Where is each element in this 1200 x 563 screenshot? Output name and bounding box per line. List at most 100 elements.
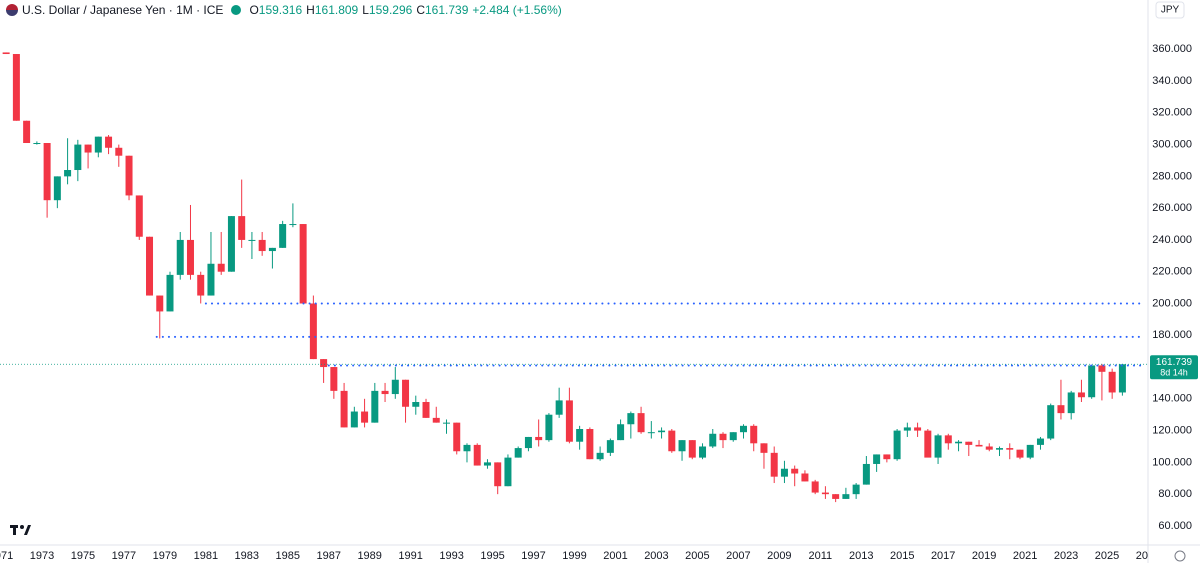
candle-body (125, 155, 133, 196)
x-tick-label: 1979 (153, 550, 177, 562)
ohlc-value: 159.316 (258, 3, 303, 17)
candle-body (934, 435, 942, 458)
candle-body (402, 379, 410, 407)
y-tick-label: 360.000 (1152, 43, 1192, 55)
candle-body (115, 147, 123, 156)
candle-body (985, 446, 993, 450)
candle-body (217, 263, 225, 272)
candle-body (309, 303, 317, 360)
candle-body (965, 441, 973, 445)
ohlc-item: H161.809 (306, 3, 358, 17)
candle-body (146, 236, 154, 296)
candle-body (750, 425, 758, 444)
candle-body (43, 143, 51, 201)
candle-body (1047, 405, 1055, 439)
candle-body (617, 424, 625, 441)
x-tick-label: 1973 (30, 550, 54, 562)
x-tick-label: 2005 (685, 550, 709, 562)
candle-body (84, 144, 92, 153)
ohlc-label: O (249, 3, 259, 17)
x-tick-label: 1989 (357, 550, 381, 562)
candle-body (729, 432, 737, 441)
candle-body (699, 446, 707, 458)
candle-body (955, 441, 963, 444)
candle-body (186, 239, 194, 275)
candle-body (535, 436, 543, 441)
y-tick-label: 340.000 (1152, 75, 1192, 87)
candle-body (565, 400, 573, 442)
x-tick-label: 1977 (112, 550, 136, 562)
symbol: U.S. Dollar / Japanese Yen · 1M · ICE (22, 3, 224, 17)
candle-body (1077, 392, 1085, 398)
x-tick-label: 2003 (644, 550, 668, 562)
candle-body (299, 224, 307, 304)
x-tick-label: 1983 (235, 550, 259, 562)
candle-body (483, 462, 491, 466)
candle-body (156, 295, 164, 312)
candle-body (760, 443, 768, 453)
candle-body (1016, 449, 1024, 458)
candle-body (504, 457, 512, 487)
x-tick-label: 2023 (1054, 550, 1078, 562)
x-tick-label: 2021 (1013, 550, 1037, 562)
candle-body (821, 492, 829, 495)
currency-box[interactable] (1155, 1, 1185, 19)
ohlc-item: O159.316 (249, 3, 302, 17)
candle-body (791, 468, 799, 474)
candle-body (576, 429, 584, 442)
candle-body (647, 432, 655, 434)
candle-body (606, 440, 614, 453)
candle-body (627, 413, 635, 425)
candle-body (637, 413, 645, 433)
x-tick-label: 2007 (726, 550, 750, 562)
ohlc-item: L159.296 (362, 3, 412, 17)
candle-body (258, 239, 266, 252)
candle-body (596, 452, 604, 460)
candle-body (524, 436, 532, 449)
candle-body (893, 430, 901, 460)
candle-body (842, 494, 850, 499)
candle-body (197, 274, 205, 296)
legend-header: U.S. Dollar / Japanese Yen · 1M · ICE O1… (6, 2, 562, 18)
candle-body (1118, 364, 1126, 393)
candle-body (494, 462, 502, 487)
y-tick-label: 220.000 (1152, 266, 1192, 278)
x-tick-label: 2019 (972, 550, 996, 562)
flag-icon (6, 4, 18, 16)
candle-body (996, 448, 1004, 450)
y-tick-label: 240.000 (1152, 234, 1192, 246)
candle-body (279, 224, 287, 248)
ohlc: O159.316 H161.809 L159.296 C161.739 (249, 3, 468, 17)
candle-body (74, 144, 82, 171)
candle-body (135, 195, 143, 237)
candle-body (1098, 365, 1106, 372)
candle-body (545, 414, 553, 441)
x-tick-label: 1981 (194, 550, 218, 562)
candle-body (586, 429, 594, 460)
candle-body (914, 427, 922, 431)
candle-body (1006, 448, 1014, 450)
candle-body (678, 440, 686, 452)
candle-body (350, 411, 358, 428)
change: +2.484 (+1.56%) (472, 3, 562, 17)
y-tick-label: 100.000 (1152, 456, 1192, 468)
candle-body (780, 468, 788, 477)
candle-body (1088, 365, 1096, 398)
candle-body (555, 400, 563, 415)
candle-body (770, 452, 778, 477)
candle-body (473, 444, 481, 466)
candle-body (883, 454, 891, 460)
candle-body (166, 274, 174, 312)
candle-body (391, 379, 399, 395)
x-tick-label: 2013 (849, 550, 873, 562)
ohlc-value: 161.809 (314, 3, 359, 17)
candle-body (862, 463, 870, 485)
x-tick-label: 1997 (521, 550, 545, 562)
y-tick-label: 280.000 (1152, 170, 1192, 182)
settings-icon[interactable] (1174, 550, 1186, 562)
candle-body (688, 440, 696, 458)
candle-body (340, 390, 348, 428)
x-tick-label: 2025 (1095, 550, 1119, 562)
last-price-label: 161.739 (1156, 357, 1193, 368)
